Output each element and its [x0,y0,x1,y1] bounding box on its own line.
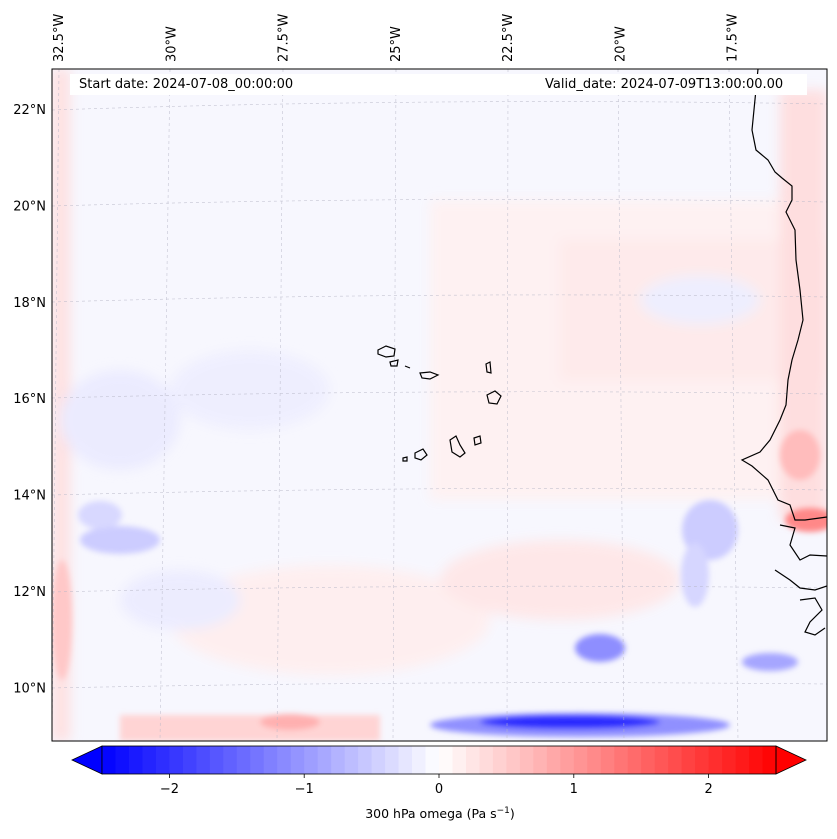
colorbar-cell [762,746,777,774]
colorbar-tick-label: 1 [570,782,578,797]
colorbar-cell [681,746,696,774]
colorbar-cell [614,746,629,774]
island-brava [402,456,408,462]
island-fogo [414,448,428,461]
colorbar-ticks: −2 −1 0 1 2 [160,774,713,797]
colorbar-cell [519,746,534,774]
colorbar-cell [277,746,292,774]
island-sal [485,361,492,374]
colorbar-cell [492,746,507,774]
island-santo-antao [377,345,396,358]
longitude-label: 32.5°W [52,14,67,62]
colorbar-cell [115,746,130,774]
colorbar-cell [708,746,723,774]
longitude-label: 22.5°W [501,14,516,62]
colorbar-cell [223,746,238,774]
colorbar: −2 −1 0 1 2 [71,745,807,797]
colorbar-cell [371,746,386,774]
latitude-label: 10°N [13,681,46,696]
island-sao-vicente [389,359,399,367]
colorbar-cell [317,746,332,774]
longitude-label: 25°W [389,26,404,62]
colorbar-cell [358,746,372,774]
colorbar-title: 300 hPa omega (Pa s−1) [0,806,837,821]
colorbar-cell [695,746,709,774]
colorbar-tick-label: 2 [704,782,712,797]
colorbar-cell [169,746,184,774]
colorbar-cell [128,746,143,774]
colorbar-cell [263,746,278,774]
colorbar-cell [385,746,399,774]
colorbar-cell [398,746,413,774]
african-coastline [740,69,827,636]
colorbar-cell [344,746,359,774]
map-panel [51,68,828,742]
latitude-label: 12°N [13,585,46,600]
colorbar-cell [735,746,750,774]
colorbar-cell [236,746,251,774]
colorbar-cell [439,746,453,774]
colorbar-cell [412,746,426,774]
longitude-label: 17.5°W [726,14,741,62]
longitude-label: 27.5°W [277,14,292,62]
colorbar-cell [641,746,656,774]
latitude-label: 18°N [13,296,46,311]
colorbar-cell [102,746,116,774]
island-maio [473,435,482,446]
colorbar-cell [452,746,467,774]
colorbar-tick-label: −2 [160,782,179,797]
colorbar-cell [182,746,197,774]
colorbar-cell [546,746,561,774]
latitude-label: 22°N [13,103,46,118]
colorbar-cell [627,746,642,774]
colorbar-cell [304,746,319,774]
colorbar-title-superscript: −1 [496,806,510,816]
colorbar-cell [573,746,588,774]
latitude-labels: 22°N 20°N 18°N 16°N 14°N 12°N 10°N [13,103,46,696]
graticule [52,69,827,741]
map-frame [51,68,828,742]
colorbar-cell [560,746,575,774]
colorbar-extend-low [71,745,103,775]
colorbar-cell [533,746,548,774]
colorbar-cell [722,746,736,774]
colorbar-cell [600,746,615,774]
colorbar-cell [506,746,521,774]
longitude-label: 30°W [164,26,179,62]
omega-field [52,69,827,741]
colorbar-title-text: 300 hPa omega (Pa s [365,806,497,822]
colorbar-cell [668,746,683,774]
colorbar-cell [209,746,224,774]
colorbar-cell [465,746,480,774]
colorbar-cell [749,746,763,774]
colorbar-title-suffix: ) [509,806,515,822]
colorbar-cell [196,746,211,774]
island-sao-nicolau [404,365,440,380]
colorbar-cell [479,746,494,774]
longitude-labels: 32.5°W 30°W 27.5°W 25°W 22.5°W 20°W 17.5°W [52,14,741,62]
latitude-label: 20°N [13,199,46,214]
colorbar-cell [654,746,669,774]
valid-date-label: Valid_date: 2024-07-09T13:00:00.00 [545,77,784,92]
island-santiago [449,435,466,458]
coastline [377,69,827,636]
start-date-label: Start date: 2024-07-08_00:00:00 [79,77,294,92]
colorbar-cell [425,746,440,774]
island-boa-vista [486,390,502,405]
latitude-label: 16°N [13,392,46,407]
header-bar [70,74,807,95]
longitude-label: 20°W [613,26,628,62]
colorbar-cell [290,746,305,774]
colorbar-tick-label: 0 [435,782,443,797]
latitude-label: 14°N [13,489,46,504]
colorbar-extend-high [775,745,807,775]
colorbar-cell [142,746,157,774]
colorbar-cell [587,746,602,774]
colorbar-cell [155,746,170,774]
colorbar-cell [250,746,265,774]
colorbar-tick-label: −1 [295,782,314,797]
colorbar-cell [331,746,346,774]
colorbar-cells [102,746,777,774]
